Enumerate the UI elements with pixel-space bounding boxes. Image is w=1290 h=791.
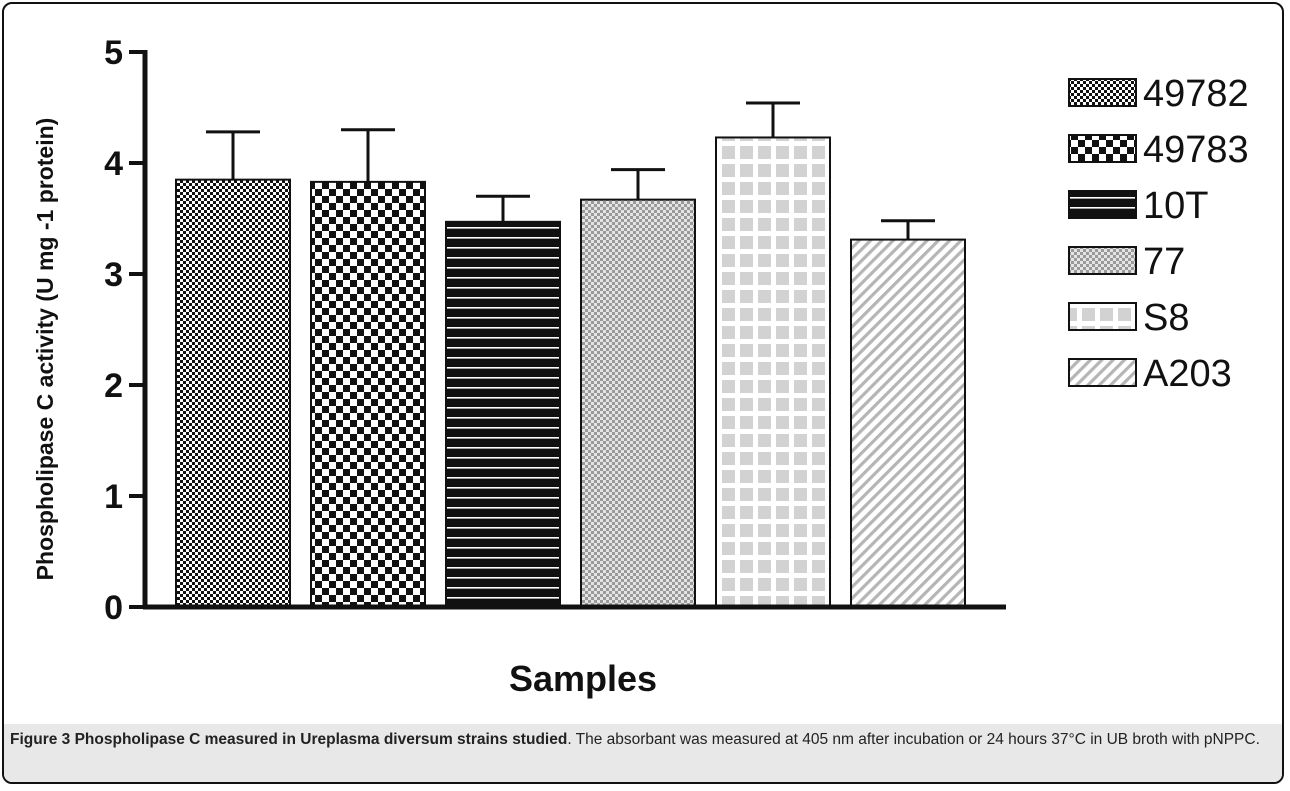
y-axis-label: Phospholipase C activity (U mg -1 protei… xyxy=(32,118,58,581)
legend-swatch-A203 xyxy=(1068,358,1137,387)
legend-label-10T: 10T xyxy=(1143,185,1208,227)
y-tick-label-5: 5 xyxy=(104,34,123,72)
y-tick-label-1: 1 xyxy=(104,478,123,516)
bar-49782 xyxy=(175,178,291,608)
legend-swatch-10T xyxy=(1068,190,1137,219)
legend-swatch-49782 xyxy=(1068,78,1137,107)
bar-A203 xyxy=(850,238,966,608)
legend-swatch-77 xyxy=(1068,246,1137,275)
y-tick-label-0: 0 xyxy=(104,589,123,627)
caption-title: Figure 3 Phospholipase C measured in Ure… xyxy=(10,731,568,748)
y-tick-label-4: 4 xyxy=(104,145,123,183)
legend-label-49783: 49783 xyxy=(1143,129,1249,171)
x-axis-label: Samples xyxy=(509,658,657,699)
legend-swatch-S8 xyxy=(1068,302,1137,331)
bar-S8 xyxy=(715,136,831,608)
bar-49783 xyxy=(310,180,426,608)
bar-chart: 0 1 2 3 4 5 49782 49783 10T 77 S8 A203 Phospholipa… xyxy=(32,34,1249,699)
bar-77 xyxy=(580,198,696,608)
y-tick-label-3: 3 xyxy=(104,256,123,294)
legend-label-77: 77 xyxy=(1143,241,1185,283)
legend-label-49782: 49782 xyxy=(1143,73,1249,115)
legend-swatch-49783 xyxy=(1068,134,1137,163)
caption-text: . The absorbant was measured at 405 nm a… xyxy=(567,731,1260,748)
y-tick-label-2: 2 xyxy=(104,367,123,405)
legend-label-A203: A203 xyxy=(1143,353,1232,395)
figure-caption: Figure 3 Phospholipase C measured in Ure… xyxy=(10,728,1278,751)
caption-band xyxy=(4,724,1282,782)
legend-label-S8: S8 xyxy=(1143,297,1189,339)
bar-10T xyxy=(445,220,561,609)
